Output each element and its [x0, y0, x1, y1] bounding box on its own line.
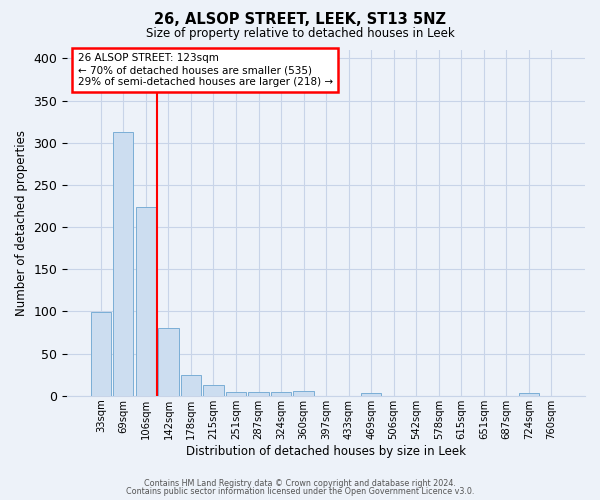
Text: 26, ALSOP STREET, LEEK, ST13 5NZ: 26, ALSOP STREET, LEEK, ST13 5NZ	[154, 12, 446, 28]
Bar	[518, 394, 539, 396]
Text: Size of property relative to detached houses in Leek: Size of property relative to detached ho…	[146, 28, 454, 40]
Text: 26 ALSOP STREET: 123sqm
← 70% of detached houses are smaller (535)
29% of semi-d: 26 ALSOP STREET: 123sqm ← 70% of detache…	[77, 54, 332, 86]
Bar	[203, 385, 224, 396]
Bar	[248, 392, 269, 396]
Bar	[158, 328, 179, 396]
Text: Contains public sector information licensed under the Open Government Licence v3: Contains public sector information licen…	[126, 487, 474, 496]
Bar	[361, 394, 381, 396]
Bar	[136, 207, 156, 396]
Bar	[293, 390, 314, 396]
Bar	[91, 312, 111, 396]
Bar	[181, 374, 201, 396]
Y-axis label: Number of detached properties: Number of detached properties	[15, 130, 28, 316]
Bar	[226, 392, 246, 396]
Text: Contains HM Land Registry data © Crown copyright and database right 2024.: Contains HM Land Registry data © Crown c…	[144, 478, 456, 488]
Bar	[271, 392, 291, 396]
Bar	[113, 132, 133, 396]
X-axis label: Distribution of detached houses by size in Leek: Distribution of detached houses by size …	[186, 444, 466, 458]
